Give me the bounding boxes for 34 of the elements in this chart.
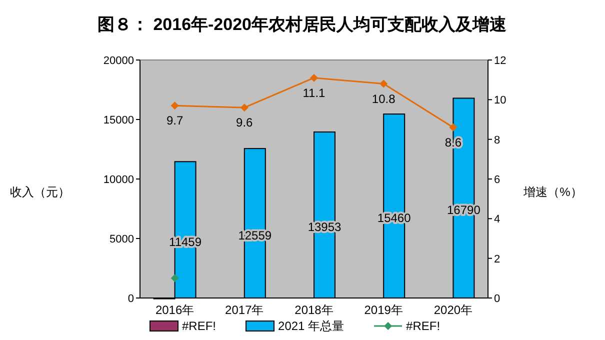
y2-tick-label: 0 <box>494 293 500 305</box>
y2-tick-label: 10 <box>494 94 506 107</box>
y-tick-label: 5000 <box>110 234 134 246</box>
legend-label: #REF! <box>182 319 216 333</box>
y-tick-label: 0 <box>128 293 134 305</box>
y-tick-label: 10000 <box>103 174 134 186</box>
y2-axis-title: 增速（%） <box>522 185 582 199</box>
point <box>449 123 458 132</box>
point <box>310 74 318 82</box>
point <box>170 102 179 110</box>
y2-tick-label: 2 <box>494 253 500 266</box>
y2-tick-label: 12 <box>494 55 506 67</box>
legend-label: 2021 年总量 <box>278 319 344 333</box>
x-tick-label: 2017年 <box>225 303 264 317</box>
legend-label: #REF! <box>406 319 440 333</box>
data-label: 8.6 <box>444 135 462 150</box>
data-label: 10.8 <box>372 92 396 106</box>
data-label: 9.6 <box>236 116 254 130</box>
x-tick-label: 2018年 <box>294 303 334 317</box>
y-tick-label: 20000 <box>103 55 134 67</box>
point <box>240 104 248 112</box>
x-tick-label: 2019年 <box>364 303 403 317</box>
point <box>380 80 388 88</box>
x-tick-label: 2020年 <box>434 303 473 317</box>
y2-tick-label: 6 <box>494 174 500 186</box>
y2-tick-label: 4 <box>494 214 500 226</box>
data-label: 9.7 <box>166 114 184 128</box>
data-label: 11.1 <box>302 86 326 100</box>
y-axis-title: 收入（元） <box>10 185 70 199</box>
chart-title: 图８： 2016年-2020年农村居民人均可支配收入及增速 <box>97 15 507 34</box>
point <box>170 274 179 282</box>
x-tick-label: 2016年 <box>155 303 194 317</box>
y-tick-label: 15000 <box>103 114 134 126</box>
y2-tick-label: 8 <box>494 134 500 146</box>
